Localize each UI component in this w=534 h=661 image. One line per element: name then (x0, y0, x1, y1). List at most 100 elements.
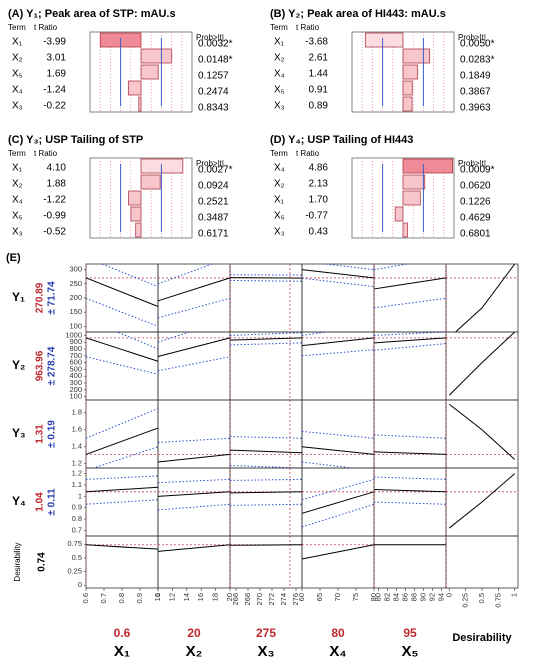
y-tick-label: 1000 (65, 330, 82, 339)
prediction-line (301, 269, 375, 279)
y-tick-label: 1.1 (72, 480, 82, 489)
lower-ci (301, 349, 375, 357)
p-value: 0.4629 (460, 213, 491, 224)
term-label: X₁ (12, 163, 23, 174)
upper-ci (229, 478, 303, 481)
row-label: Y₃ (12, 426, 26, 440)
y-tick-label: 0.9 (72, 503, 82, 512)
upper-ci (229, 332, 303, 336)
cell (373, 399, 447, 469)
p-value: 0.0620 (460, 181, 491, 192)
upper-ci (157, 332, 192, 343)
p-value: 0.3867 (460, 87, 491, 98)
desirability-function (448, 403, 516, 460)
row-label: Y₄ (12, 494, 26, 508)
term-header: Term (8, 149, 26, 158)
prediction-line (373, 277, 447, 290)
x-tick-label: 65 (315, 593, 324, 601)
prediction-line (157, 453, 231, 463)
x-tick-label: 1 (153, 593, 162, 597)
y-tick-label: 300 (69, 378, 82, 387)
x-tick-label: 270 (255, 593, 264, 606)
prob-header: Prob>|t| (196, 33, 224, 42)
y-tick-label: 1.6 (72, 425, 82, 434)
current-setting: 20 (187, 626, 201, 640)
confidence-interval: ± 71.74 (47, 281, 58, 315)
y-tick-label: 200 (69, 293, 82, 302)
x-tick-label: 20 (225, 593, 234, 601)
lower-ci (157, 356, 231, 372)
lower-ci (229, 342, 303, 346)
term-header: Term (270, 23, 288, 32)
prediction-line (301, 544, 375, 560)
lower-ci (301, 503, 375, 528)
prediction-line (229, 544, 303, 546)
bar (140, 48, 173, 64)
upper-ci (157, 264, 214, 285)
x-tick-label: 0.6 (81, 593, 90, 603)
y-tick-label: 250 (69, 279, 82, 288)
current-setting: 275 (256, 626, 276, 640)
current-setting: 0.6 (114, 626, 131, 640)
lower-ci (229, 503, 303, 506)
term-label: X₂ (12, 179, 23, 190)
x-tick-label: 75 (351, 593, 360, 601)
cell (157, 263, 231, 333)
t-header: t Ratio (296, 23, 320, 32)
t-ratio: -0.99 (43, 211, 66, 222)
term-label: X₃ (12, 227, 23, 238)
x-tick-label: 92 (427, 593, 436, 601)
current-setting: 80 (331, 626, 345, 640)
t-ratio: 1.44 (309, 69, 329, 80)
y-tick-label: 900 (69, 337, 82, 346)
x-tick-label: 70 (333, 593, 342, 601)
lower-ci (86, 499, 159, 505)
t-ratio: 0.91 (309, 85, 329, 96)
y-tick-label: 100 (69, 392, 82, 401)
prediction-line (373, 489, 447, 493)
upper-ci (373, 332, 447, 336)
prediction-line (301, 337, 375, 347)
t-header: t Ratio (34, 23, 58, 32)
lower-ci (229, 464, 303, 468)
t-ratio: 0.43 (309, 227, 329, 238)
p-value: 0.0032* (198, 39, 233, 50)
x-tick-label: 0.8 (117, 593, 126, 603)
y-tick-label: 1.2 (72, 469, 82, 478)
current-desirability: 0.74 (37, 552, 48, 572)
x-tick-label: 16 (196, 593, 205, 601)
x-tick-label: 18 (211, 593, 220, 601)
x-tick-label: 0 (444, 593, 453, 597)
bar (127, 80, 142, 96)
cell (229, 399, 303, 469)
p-value: 0.0283* (460, 55, 495, 66)
factor-name: X₃ (258, 643, 275, 660)
prediction-line (157, 277, 231, 302)
p-value: 0.3487 (198, 213, 229, 224)
t-header: t Ratio (296, 149, 320, 158)
upper-ci (373, 434, 447, 439)
term-label: X₃ (274, 101, 285, 112)
t-ratio: 1.69 (47, 69, 67, 80)
t-ratio: 1.88 (47, 179, 67, 190)
t-ratio: 2.61 (309, 53, 329, 64)
term-label: X₂ (12, 53, 23, 64)
lower-ci (157, 503, 231, 511)
term-label: X₂ (274, 53, 285, 64)
confidence-interval: ± 278.74 (47, 346, 58, 385)
bar (365, 32, 404, 48)
term-label: X₁ (274, 37, 285, 48)
y-tick-label: 0.8 (72, 514, 82, 523)
p-value: 0.2521 (198, 197, 229, 208)
cell (157, 467, 231, 537)
x-tick-label: 276 (291, 593, 300, 606)
bar (402, 96, 413, 112)
current-response: 963.96 (35, 350, 46, 381)
term-label: X₁ (12, 37, 23, 48)
y-tick-label: 600 (69, 358, 82, 367)
current-setting: 95 (403, 626, 417, 640)
x-tick-label: 90 (418, 593, 427, 601)
y-tick-label: 150 (69, 307, 82, 316)
upper-ci (229, 436, 303, 439)
term-label: X₄ (12, 195, 23, 206)
